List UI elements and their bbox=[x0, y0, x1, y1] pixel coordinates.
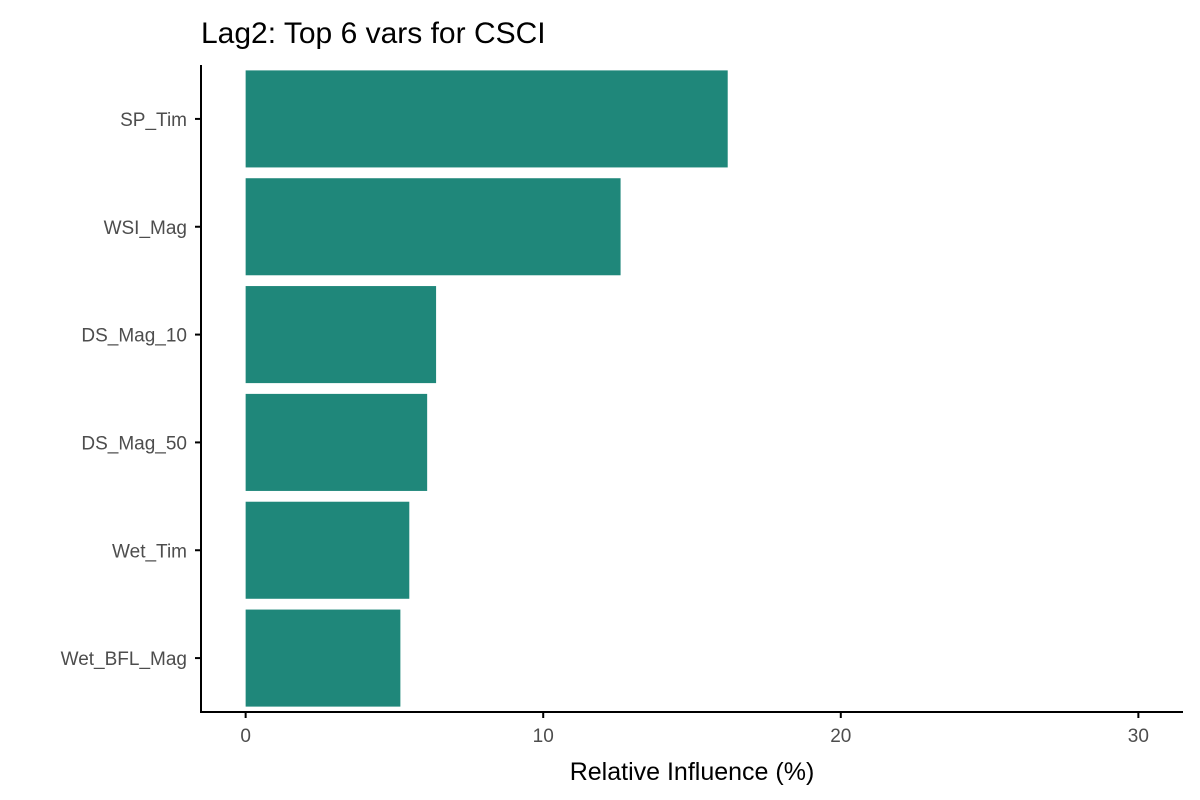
y-axis: SP_Tim WSI_Mag DS_Mag_10 DS_Mag_50 Wet_Tim We… bbox=[61, 65, 202, 713]
y-tick-label: SP_Tim bbox=[120, 110, 187, 131]
bar-wet-tim bbox=[245, 501, 410, 599]
y-tick-label: WSI_Mag bbox=[104, 218, 187, 239]
chart-title: Lag2: Top 6 vars for CSCI bbox=[201, 17, 546, 50]
x-tick-label: 30 bbox=[1128, 726, 1149, 747]
x-axis-title: Relative Influence (%) bbox=[570, 758, 815, 786]
bar-ds-mag-50 bbox=[245, 393, 428, 491]
y-tick-label: Wet_Tim bbox=[112, 541, 187, 562]
x-axis: 0 10 20 30 bbox=[200, 711, 1183, 747]
y-tick-label: Wet_BFL_Mag bbox=[61, 649, 187, 670]
bar-wsi-mag bbox=[245, 178, 621, 276]
bar-wet-bfl-mag bbox=[245, 609, 401, 707]
y-tick-label: DS_Mag_10 bbox=[81, 326, 187, 347]
x-tick-label: 10 bbox=[533, 726, 554, 747]
bar-sp-tim bbox=[245, 70, 728, 168]
x-tick-label: 0 bbox=[240, 726, 251, 747]
x-tick-label: 20 bbox=[830, 726, 851, 747]
bars-group bbox=[245, 70, 728, 707]
bar-ds-mag-10 bbox=[245, 286, 437, 384]
y-tick-label: DS_Mag_50 bbox=[81, 433, 187, 454]
